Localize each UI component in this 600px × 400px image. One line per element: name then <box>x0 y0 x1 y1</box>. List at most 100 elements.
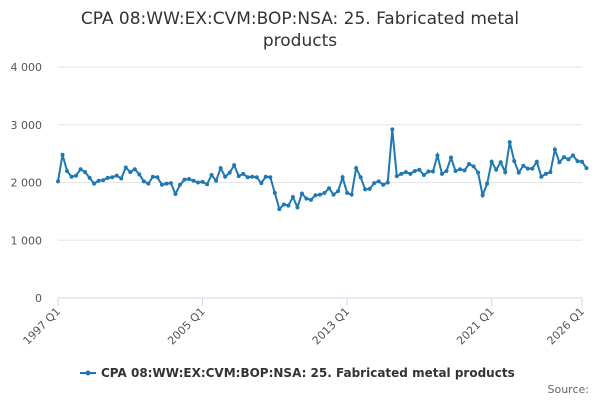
point <box>241 171 246 176</box>
point <box>444 168 449 173</box>
point <box>485 181 490 186</box>
point <box>566 157 571 162</box>
point <box>236 174 241 179</box>
point <box>200 179 205 184</box>
point <box>60 152 65 157</box>
source: Source: <box>548 383 590 396</box>
point <box>69 174 74 179</box>
point <box>381 182 386 187</box>
point <box>394 174 399 179</box>
point <box>430 169 435 174</box>
point <box>385 180 390 185</box>
point <box>101 178 106 183</box>
point <box>304 196 309 201</box>
point <box>155 175 160 180</box>
point <box>412 168 417 173</box>
point <box>331 192 336 197</box>
point <box>263 174 268 179</box>
point <box>507 140 512 145</box>
point <box>476 170 481 175</box>
point <box>187 177 191 182</box>
point <box>336 189 341 194</box>
point <box>525 166 530 171</box>
point <box>458 167 463 172</box>
point <box>453 168 458 173</box>
point <box>421 172 426 177</box>
point <box>512 159 517 164</box>
point <box>408 171 413 176</box>
point <box>137 172 142 177</box>
point <box>575 159 580 164</box>
point <box>128 170 133 175</box>
point <box>318 192 322 197</box>
point <box>570 153 575 158</box>
point <box>327 186 332 191</box>
point <box>232 163 237 168</box>
x-tick-label: 2026 Q1 <box>545 305 588 348</box>
legend-marker <box>85 370 91 376</box>
point <box>322 190 327 195</box>
point <box>119 176 124 181</box>
point <box>205 182 210 187</box>
point <box>363 187 368 192</box>
point <box>372 181 377 186</box>
point <box>83 170 88 175</box>
point <box>584 166 589 171</box>
y-tick-label: 3 000 <box>11 119 43 132</box>
point <box>449 155 453 160</box>
point <box>110 175 115 180</box>
point <box>516 170 521 175</box>
point <box>299 191 304 196</box>
chart-title: CPA 08:WW:EX:CVM:BOP:NSA: 25. Fabricated… <box>80 9 520 51</box>
y-tick-label: 1 000 <box>11 234 43 247</box>
point <box>367 186 372 191</box>
point <box>272 190 277 195</box>
point <box>123 165 128 170</box>
point <box>114 173 119 178</box>
point <box>141 179 146 184</box>
point <box>494 167 499 172</box>
legend-label: CPA 08:WW:EX:CVM:BOP:NSA: 25. Fabricated… <box>101 366 515 380</box>
x-tick-label: 2021 Q1 <box>454 305 497 348</box>
point <box>259 181 264 186</box>
point <box>313 193 318 198</box>
point <box>150 174 155 179</box>
point <box>308 197 313 202</box>
point <box>209 172 214 177</box>
point <box>196 180 201 185</box>
x-tick-label: 2013 Q1 <box>310 305 353 348</box>
point <box>286 203 291 208</box>
point <box>87 175 92 180</box>
point <box>74 173 79 178</box>
point <box>354 166 359 171</box>
point <box>290 194 295 199</box>
point <box>498 160 503 165</box>
point <box>462 168 467 173</box>
point <box>376 179 381 184</box>
point <box>439 171 444 176</box>
point <box>227 170 232 175</box>
point <box>561 155 566 160</box>
point <box>539 174 544 179</box>
point <box>399 171 404 176</box>
point <box>281 202 286 207</box>
point <box>340 175 345 180</box>
point <box>543 171 548 176</box>
x-tick-label: 1997 Q1 <box>21 305 64 348</box>
point <box>467 162 472 167</box>
point <box>480 193 485 198</box>
point <box>295 205 300 210</box>
point <box>168 181 173 186</box>
point <box>534 159 539 164</box>
point <box>173 192 178 197</box>
point <box>557 160 562 165</box>
point <box>182 177 187 182</box>
x-tick-label: 2005 Q1 <box>165 305 208 348</box>
point <box>96 178 101 183</box>
point <box>580 159 584 164</box>
point <box>92 181 97 186</box>
point <box>503 170 508 175</box>
point <box>56 179 60 184</box>
